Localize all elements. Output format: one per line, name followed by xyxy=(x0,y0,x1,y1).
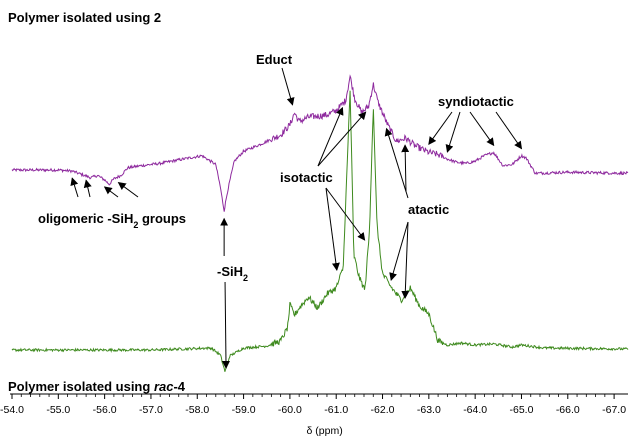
x-tick-label: -56.0 xyxy=(93,404,117,416)
spectrum-line-top xyxy=(11,74,629,212)
annotation-arrow xyxy=(495,111,523,150)
annotation-arrow xyxy=(325,187,340,271)
annotation-arrow xyxy=(469,111,495,147)
syndiotactic-label: syndiotactic xyxy=(438,94,514,109)
x-tick-label: -58.0 xyxy=(185,404,209,416)
x-tick-label: -66.0 xyxy=(556,404,580,416)
annotation-arrow xyxy=(325,187,366,241)
annotation-arrow xyxy=(117,182,139,198)
educt-label: Educt xyxy=(256,52,293,67)
x-tick-label: -54.0 xyxy=(0,404,24,416)
annotation-arrow xyxy=(401,221,410,299)
annotation-arrow xyxy=(281,67,295,106)
annotation-arrow xyxy=(428,111,453,146)
atactic-label: atactic xyxy=(408,202,449,217)
annotation-arrow xyxy=(401,144,410,193)
x-tick-label: -62.0 xyxy=(371,404,395,416)
x-tick-label: -57.0 xyxy=(139,404,163,416)
annotation-arrow xyxy=(83,179,92,198)
sih2-label: -SiH2 xyxy=(217,264,248,283)
spectrum-line-bottom xyxy=(11,90,629,372)
annotation-arrow xyxy=(103,186,119,198)
annotation-arrow xyxy=(317,111,367,167)
x-tick-label: -64.0 xyxy=(463,404,487,416)
annotation-arrow xyxy=(389,221,409,281)
isotactic-label: isotactic xyxy=(280,170,333,185)
x-tick-label: -65.0 xyxy=(510,404,534,416)
oligomeric-sih2-label: oligomeric -SiH2 groups xyxy=(38,211,186,230)
sih2-arrow-down xyxy=(221,281,230,369)
x-axis-label: δ (ppm) xyxy=(307,425,343,437)
x-tick-label: -55.0 xyxy=(46,404,70,416)
annotation-arrow xyxy=(70,177,79,198)
bottom-spectrum-label: Polymer isolated using rac-4 xyxy=(8,379,186,394)
x-tick-label: -60.0 xyxy=(278,404,302,416)
x-tick-label: -63.0 xyxy=(417,404,441,416)
x-tick-label: -67.0 xyxy=(602,404,626,416)
annotation-arrow xyxy=(384,127,409,199)
annotation-arrow xyxy=(445,111,461,153)
x-tick-label: -61.0 xyxy=(324,404,348,416)
top-spectrum-label: Polymer isolated using 2 xyxy=(8,10,161,25)
annotation-arrow xyxy=(317,106,344,167)
x-tick-label: -59.0 xyxy=(232,404,256,416)
